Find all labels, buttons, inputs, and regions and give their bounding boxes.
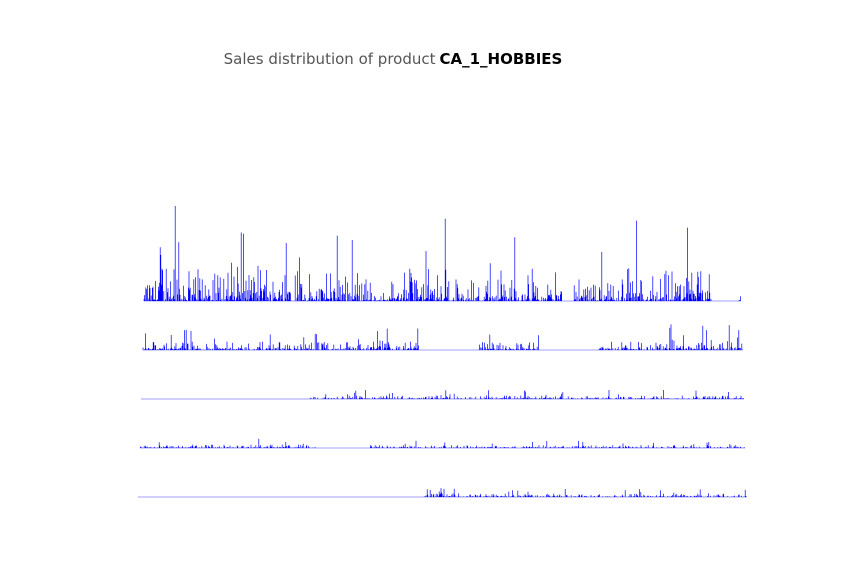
panel-sales-series [424,488,747,497]
chart-panels [138,206,747,498]
chart-panel-5 [138,488,747,498]
chart-panel-4 [139,438,745,449]
chart-title-prefix: Sales distribution of product [223,50,436,68]
chart-panel-2 [142,324,743,351]
chart-panel-3 [141,390,744,400]
chart-title-product: CA_1_HOBBIES [439,50,563,68]
chart-title: Sales distribution of product CA_1_HOBBIE… [0,50,786,68]
panel-sales-series [143,206,741,301]
panel-sales-series [139,438,745,448]
panel-sales-series [142,324,743,350]
panel-sales-series [309,390,744,399]
chart-panel-1 [143,206,741,302]
